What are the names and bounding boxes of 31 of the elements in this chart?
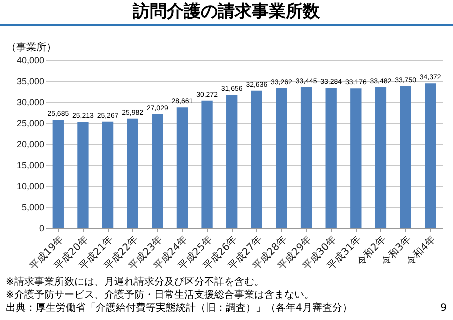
y-tick-label: 20,000 [16, 140, 44, 150]
y-tick-label: 10,000 [16, 182, 44, 192]
bar [276, 88, 288, 228]
bar [326, 88, 337, 228]
bar [78, 122, 89, 228]
bar [251, 90, 262, 228]
bar [400, 86, 412, 228]
y-tick-label: 5,000 [22, 202, 44, 212]
bar [350, 88, 362, 228]
y-tick-label: 40,000 [16, 56, 44, 66]
bar [202, 100, 213, 228]
bar [226, 95, 238, 228]
bar [52, 120, 64, 228]
text: ※請求事業所数には、月遅れ請求分及び区分不詳を含む。 [6, 276, 264, 289]
bar [425, 84, 436, 228]
bar [127, 118, 138, 228]
bar [176, 108, 188, 228]
y-tick-label: 35,000 [16, 76, 44, 86]
chart-title: 訪問介護の請求事業所数 [0, 0, 453, 26]
bar [152, 114, 164, 228]
source-note: 出典：厚生労働省「介護給付費等実態統計（旧：調査）」（各年4月審査分） [6, 302, 352, 315]
text: ※介護予防サービス、介護予防・日常生活支援総合事業は含まない。 [6, 289, 314, 302]
y-tick-label: 15,000 [16, 160, 44, 170]
y-tick-label: 30,000 [16, 98, 44, 108]
y-tick-label: 25,000 [16, 118, 44, 128]
y-tick-label: 0 [39, 224, 44, 234]
bar [300, 88, 312, 228]
bar [102, 122, 114, 228]
y-axis-title: （事業所） [6, 42, 56, 54]
text: 9 [440, 302, 447, 315]
bar [375, 87, 387, 228]
